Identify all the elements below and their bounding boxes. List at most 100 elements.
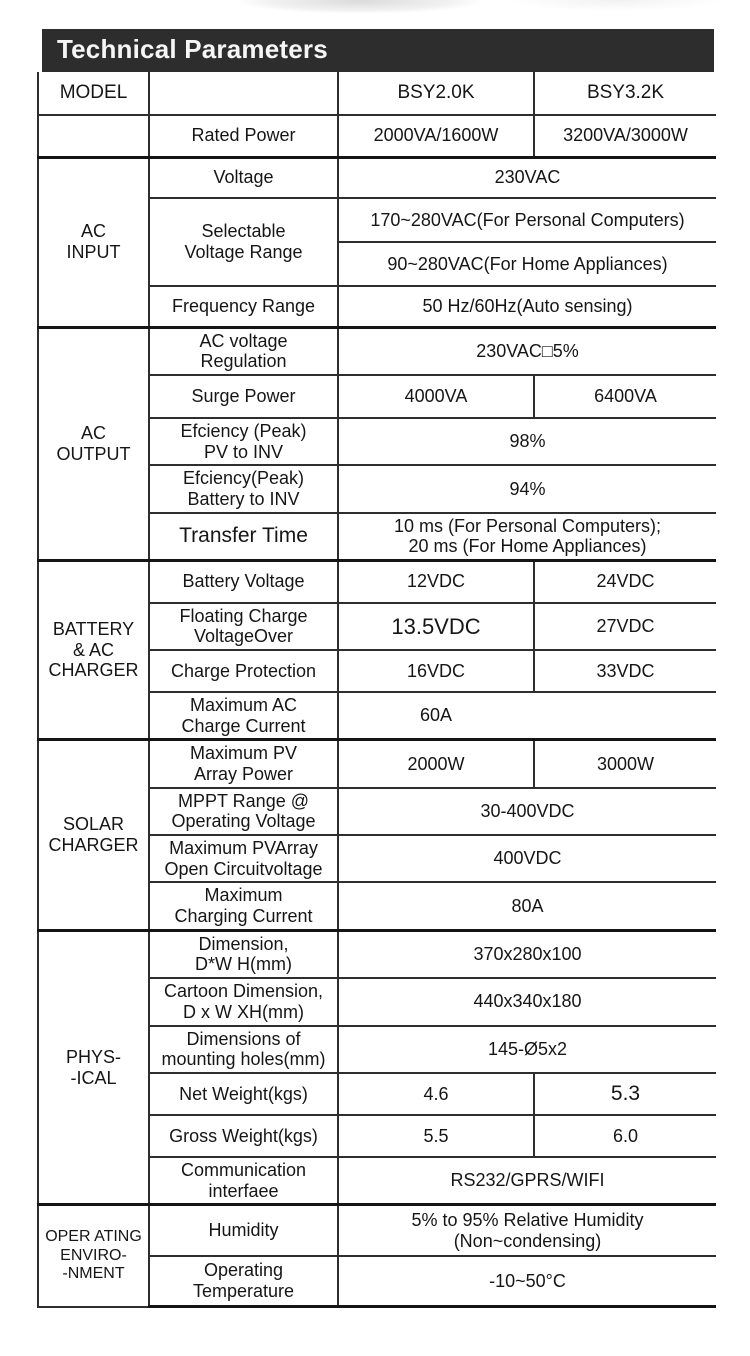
value-cell: 370x280x100 [337,928,716,980]
label-cell: Operating Temperature [148,1254,339,1309]
label-cell: Surge Power [148,373,339,419]
label-cell: Dimensions of mounting holes(mm) [148,1024,339,1074]
value-cell: 50 Hz/60Hz(Auto sensing) [337,285,716,328]
table-row-floating-charge: Floating Charge VoltageOver 13.5VDC 27VD… [38,601,716,651]
value-cell: 3000W [533,738,716,789]
value-cell: 5% to 95% Relative Humidity (Non~condens… [337,1203,716,1257]
cropped-photo-shadow [195,0,525,18]
value-cell: 6.0 [533,1113,716,1158]
label-cell: Gross Weight(kgs) [148,1113,339,1158]
value-cell: 170~280VAC(For Personal Computers) [337,197,716,243]
label-cell: Charge Protection [148,648,339,693]
table-row-gross-weight: Gross Weight(kgs) 5.5 6.0 [38,1113,716,1158]
value-cell: 2000W [337,738,535,789]
table-row-mppt-range: MPPT Range @ Operating Voltage 30-400VDC [38,786,716,837]
table-row-max-ac-charge: Maximum AC Charge Current 60A [38,690,716,741]
value-cell: 5.3 [533,1071,716,1116]
label-cell: Transfer Time [148,511,339,562]
label-cell: Floating Charge VoltageOver [148,601,339,651]
group-cell-battery-charger: BATTERY & AC CHARGER [37,558,150,741]
value-cell: 80A [337,881,716,932]
group-cell: MODEL [37,72,150,116]
group-cell [37,114,150,158]
section-title-bar: Technical Parameters [42,29,714,72]
value-cell: 30-400VDC [337,786,716,837]
label-cell: Maximum AC Charge Current [148,690,339,741]
table-row-humidity: OPER ATING ENVIRO- -NMENT Humidity 5% to… [37,1203,716,1308]
table-row-frequency: Frequency Range 50 Hz/60Hz(Auto sensing) [38,285,716,328]
value-cell: BSY2.0K [337,72,535,116]
value-cell: 440x340x180 [337,977,716,1027]
group-cell-ac-output: AC OUTPUT [37,325,150,562]
value-cell: RS232/GPRS/WIFI [337,1155,716,1206]
label-cell: Rated Power [148,114,339,158]
value-cell: 27VDC [533,601,716,651]
value-cell: 4000VA [337,373,535,419]
table-row-rated-power: Rated Power 2000VA/1600W 3200VA/3000W [37,114,716,158]
page-title: Technical Parameters [57,34,328,64]
label-cell [148,72,339,116]
label-cell: Selectable Voltage Range [148,197,339,287]
group-cell-solar-charger: SOLAR CHARGER [37,738,150,932]
value-cell: 12VDC [337,559,535,604]
label-cell: Voltage [148,155,339,199]
label-cell: Frequency Range [148,285,339,328]
table-row-selectable-range-2: 90~280VAC(For Home Appliances) [38,241,716,287]
value-cell: 24VDC [533,559,716,604]
table-row-carton-dimension: Cartoon Dimension, D x W XH(mm) 440x340x… [38,977,716,1027]
label-cell: Net Weight(kgs) [148,1071,339,1116]
label-cell: AC voltage Regulation [148,325,339,376]
value-cell: 5.5 [337,1113,535,1158]
table-row-efficiency-pv: Efciency (Peak) PV to INV 98% [38,416,716,467]
table-row-battery-voltage: BATTERY & AC CHARGER Battery Voltage 12V… [37,558,716,741]
value-cell: 60A [337,690,716,741]
value-cell: 10 ms (For Personal Computers); 20 ms (F… [337,511,716,562]
table-row-communication: Communication interfaee RS232/GPRS/WIFI [38,1155,716,1206]
group-cell-environment: OPER ATING ENVIRO- -NMENT [37,1203,150,1308]
value-cell: 94% [337,464,716,514]
value-cell: -10~50°C [337,1254,716,1309]
spec-table: MODEL BSY2.0K BSY3.2K Rated Power 2000VA… [37,72,716,1309]
label-cell: Battery Voltage [148,559,339,604]
value-cell: 400VDC [337,833,716,884]
table-row-voltage: AC INPUT Voltage 230VAC [37,155,716,328]
table-row-net-weight: Net Weight(kgs) 4.6 5.3 [38,1071,716,1116]
value-cell: 13.5VDC [337,601,535,651]
label-cell: Efciency (Peak) PV to INV [148,416,339,467]
table-row-max-charging-current: Maximum Charging Current 80A [38,881,716,932]
group-cell-physical: PHYS- -ICAL [37,928,150,1206]
table-row-transfer-time: Transfer Time 10 ms (For Personal Comput… [38,511,716,562]
label-cell: Maximum PVArray Open Circuitvoltage [148,833,339,884]
value-cell: 3200VA/3000W [533,114,716,158]
table-row-efficiency-battery: Efciency(Peak) Battery to INV 94% [38,464,716,514]
label-cell: MPPT Range @ Operating Voltage [148,786,339,837]
value-cell: 6400VA [533,373,716,419]
table-row-surge: Surge Power 4000VA 6400VA [38,373,716,419]
label-cell: Efciency(Peak) Battery to INV [148,464,339,514]
table-row-operating-temperature: Operating Temperature -10~50°C [38,1254,716,1309]
group-cell-ac-input: AC INPUT [37,155,150,328]
label-cell: Cartoon Dimension, D x W XH(mm) [148,977,339,1027]
value-cell: 230VAC [337,155,716,199]
value-cell: 230VAC□5% [337,325,716,376]
table-row-dimension: PHYS- -ICAL Dimension, D*W H(mm) 370x280… [37,928,716,1206]
table-row-mounting-holes: Dimensions of mounting holes(mm) 145-Ø5x… [38,1024,716,1074]
table-row-max-open-voltage: Maximum PVArray Open Circuitvoltage 400V… [38,833,716,884]
table-row-selectable-range-1: Selectable Voltage Range 170~280VAC(For … [38,197,716,287]
label-cell: Communication interfaee [148,1155,339,1206]
value-cell: 16VDC [337,648,535,693]
value-cell: 2000VA/1600W [337,114,535,158]
value-cell: 4.6 [337,1071,535,1116]
value-cell: 90~280VAC(For Home Appliances) [337,241,716,287]
table-row-model: MODEL BSY2.0K BSY3.2K [37,72,716,116]
value-cell: 145-Ø5x2 [337,1024,716,1074]
value-cell: 33VDC [533,648,716,693]
table-row-max-pv-power: SOLAR CHARGER Maximum PV Array Power 200… [37,738,716,932]
cropped-photo-shadow-right [480,0,750,14]
value-cell: BSY3.2K [533,72,716,116]
label-cell: Dimension, D*W H(mm) [148,928,339,980]
table-row-regulation: AC OUTPUT AC voltage Regulation 230VAC□5… [37,325,716,562]
label-cell: Maximum Charging Current [148,881,339,932]
table-row-charge-protection: Charge Protection 16VDC 33VDC [38,648,716,693]
